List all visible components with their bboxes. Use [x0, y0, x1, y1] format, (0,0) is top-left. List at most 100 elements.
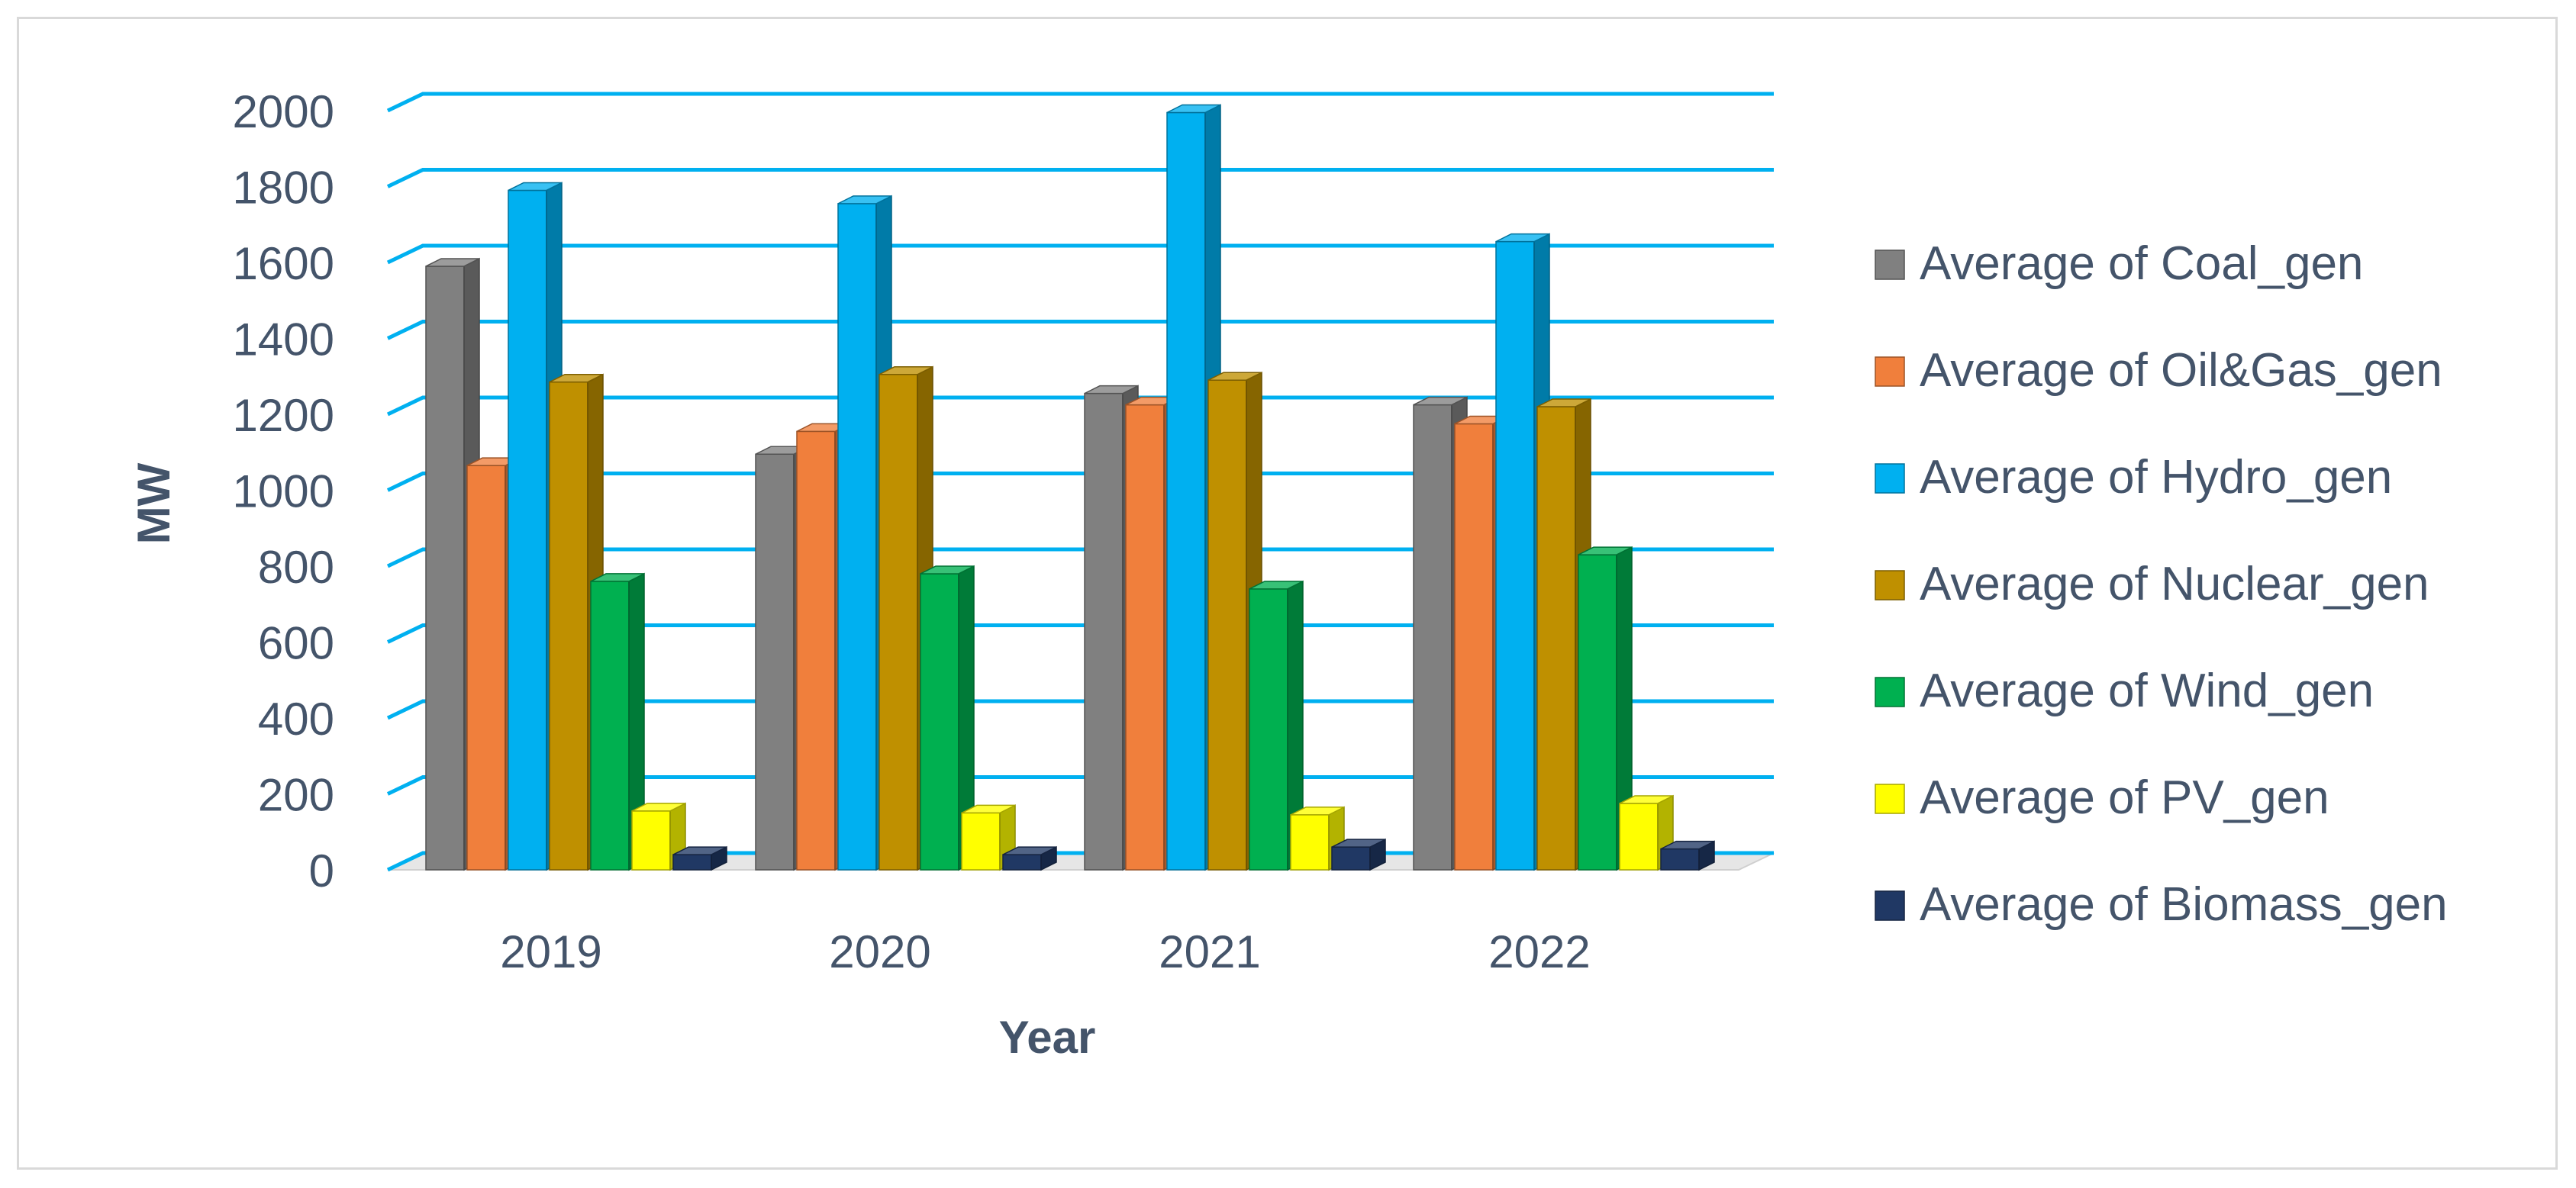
bar-front: [1207, 379, 1247, 871]
x-tick-label-2019: 2019: [500, 926, 601, 977]
legend-swatch: [1875, 570, 1905, 600]
bar-average-of-coal-gen-2020: [755, 446, 810, 871]
gridline-600: [386, 623, 1774, 644]
bar-average-of-nuclear-gen-2019: [549, 373, 604, 871]
gridline-1600: [386, 243, 1774, 265]
gridline-200: [386, 775, 1774, 796]
bar-top: [672, 846, 727, 855]
y-tick-label: 1800: [233, 163, 334, 214]
gridline-1000: [386, 472, 1774, 492]
bar-top: [1249, 581, 1304, 590]
bar-top: [961, 804, 1016, 814]
legend-label: Average of PV_gen: [1920, 771, 2329, 824]
legend-swatch: [1875, 890, 1905, 921]
bar-top: [1290, 806, 1345, 816]
legend-label: Average of Biomass_gen: [1920, 878, 2448, 931]
bar-front: [837, 203, 877, 871]
legend-swatch: [1875, 463, 1905, 494]
bar-front: [672, 854, 712, 871]
bar-average-of-biomass-gen-2020: [1002, 845, 1057, 871]
bar-average-of-wind-gen-2019: [590, 572, 645, 871]
bar-top: [1536, 398, 1591, 407]
bar-top: [590, 573, 645, 582]
bar-front: [1166, 111, 1206, 871]
legend-label: Average of Wind_gen: [1920, 665, 2374, 717]
bar-top: [549, 373, 604, 383]
bar-front: [879, 374, 918, 871]
gridline-1400: [386, 320, 1774, 340]
bar-front: [1290, 814, 1330, 871]
bar-front: [961, 812, 1001, 871]
bar-top: [879, 366, 933, 375]
y-axis-title: MW: [128, 462, 179, 544]
x-axis-title: Year: [999, 1012, 1096, 1063]
y-tick-label: 1600: [233, 238, 334, 289]
bars: [425, 104, 1715, 871]
bar-top: [1495, 233, 1550, 243]
legend-label: Average of Coal_gen: [1920, 237, 2363, 290]
bar-average-of-wind-gen-2020: [920, 565, 975, 871]
bar-group-2020: [755, 195, 1057, 871]
bar-average-of-biomass-gen-2019: [672, 845, 727, 871]
bar-top: [1166, 104, 1221, 114]
legend-item-average-of-coal-gen: Average of Coal_gen: [1875, 237, 2363, 290]
bar-front: [1413, 404, 1452, 871]
legend-item-average-of-nuclear-gen: Average of Nuclear_gen: [1875, 558, 2429, 610]
bar-front: [1002, 854, 1042, 871]
bar-front: [1578, 554, 1617, 871]
bar-front: [1249, 588, 1288, 871]
y-tick-label: 0: [309, 845, 334, 897]
bar-front: [1125, 404, 1165, 871]
bar-front: [466, 465, 506, 871]
bar-top: [508, 182, 563, 192]
bar-front: [920, 573, 959, 871]
gridline-800: [386, 547, 1774, 568]
y-axis-ticks: 0 200 400 600 800 1000 1200 1400 1600 1800 2000: [233, 86, 334, 897]
bar-top: [631, 803, 686, 812]
bar-average-of-wind-gen-2021: [1249, 580, 1304, 871]
y-tick-label: 600: [258, 618, 334, 669]
legend-item-average-of-hydro-gen: Average of Hydro_gen: [1875, 451, 2392, 504]
x-tick-label-2021: 2021: [1159, 926, 1260, 977]
x-tick-label-2020: 2020: [829, 926, 930, 977]
bar-front: [508, 189, 547, 871]
legend-item-average-of-oil-gas-gen: Average of Oil&Gas_gen: [1875, 344, 2442, 397]
y-tick-label: 1200: [233, 390, 334, 441]
bar-front: [1495, 240, 1535, 871]
bar-average-of-biomass-gen-2022: [1660, 840, 1715, 871]
bar-front: [1454, 423, 1494, 871]
legend-item-average-of-biomass-gen: Average of Biomass_gen: [1875, 878, 2448, 931]
legend-label: Average of Hydro_gen: [1920, 451, 2392, 504]
bar-group-2019: [425, 182, 727, 871]
bar-top: [1619, 795, 1674, 804]
bar-front: [1331, 846, 1371, 871]
bar-top: [1207, 372, 1262, 381]
bar-top: [1578, 546, 1633, 555]
gridline-1800: [386, 168, 1774, 188]
bar-top: [1084, 385, 1139, 394]
gridlines: [386, 92, 1774, 872]
legend-label: Average of Nuclear_gen: [1920, 558, 2429, 610]
legend-swatch: [1875, 250, 1905, 280]
legend-label: Average of Oil&Gas_gen: [1920, 344, 2442, 397]
bar-front: [590, 581, 630, 871]
x-axis-ticks: 2019 2020 2021 2022: [500, 926, 1590, 977]
legend-swatch: [1875, 356, 1905, 387]
legend-item-average-of-pv-gen: Average of PV_gen: [1875, 771, 2329, 824]
bar-top: [1002, 846, 1057, 855]
bar-top: [837, 195, 892, 204]
y-tick-label: 1000: [233, 466, 334, 517]
bar-front: [425, 266, 465, 871]
bar-front: [1619, 803, 1659, 871]
y-tick-label: 200: [258, 770, 334, 821]
bar-top: [920, 565, 975, 575]
bar-front: [1536, 406, 1576, 871]
legend: Average of Coal_gen Average of Oil&Gas_ge…: [1875, 237, 2448, 931]
bar-top: [1331, 839, 1386, 848]
bar-group-2022: [1413, 233, 1715, 871]
legend-swatch: [1875, 784, 1905, 814]
legend-swatch: [1875, 677, 1905, 707]
gridline-400: [386, 699, 1774, 720]
bar-top: [1660, 840, 1715, 850]
